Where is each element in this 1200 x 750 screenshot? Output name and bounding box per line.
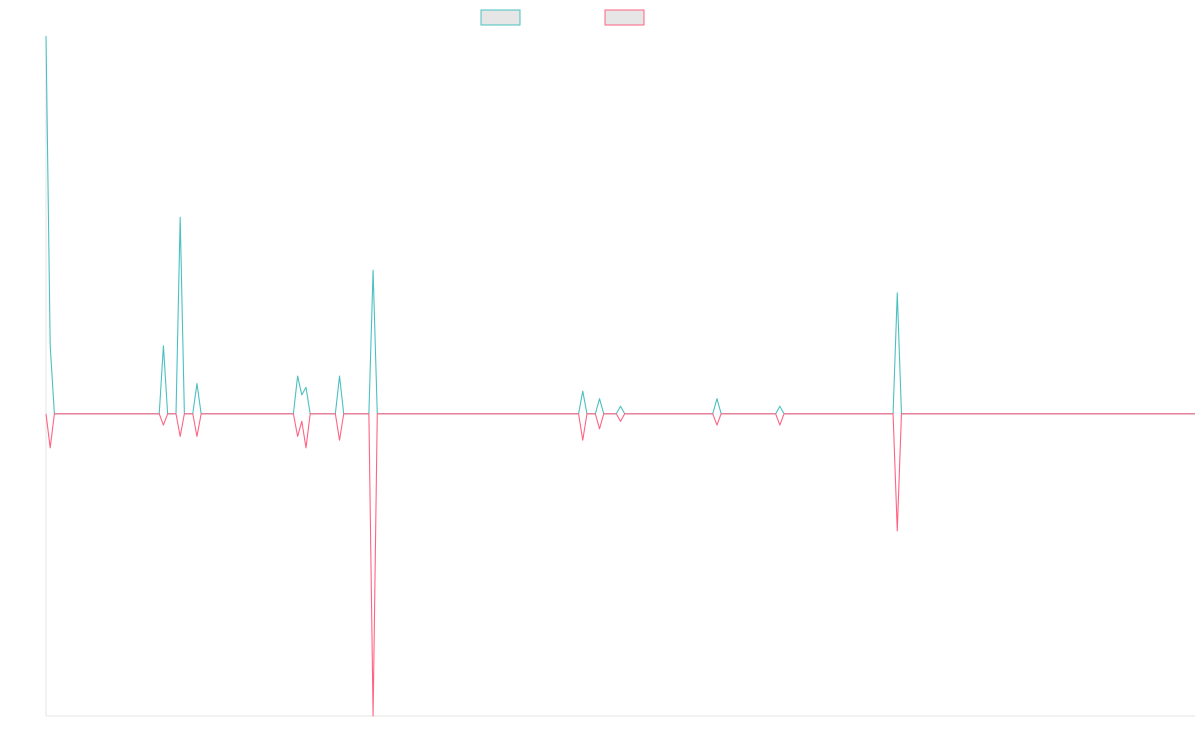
axes [45,36,1195,717]
series-layer [45,35,1195,717]
legend-swatch-2[interactable] [604,9,645,26]
series-line-1 [45,35,1195,415]
legend-swatch-1[interactable] [480,9,521,26]
legend[interactable] [480,9,645,26]
series-line-2 [45,413,1195,717]
